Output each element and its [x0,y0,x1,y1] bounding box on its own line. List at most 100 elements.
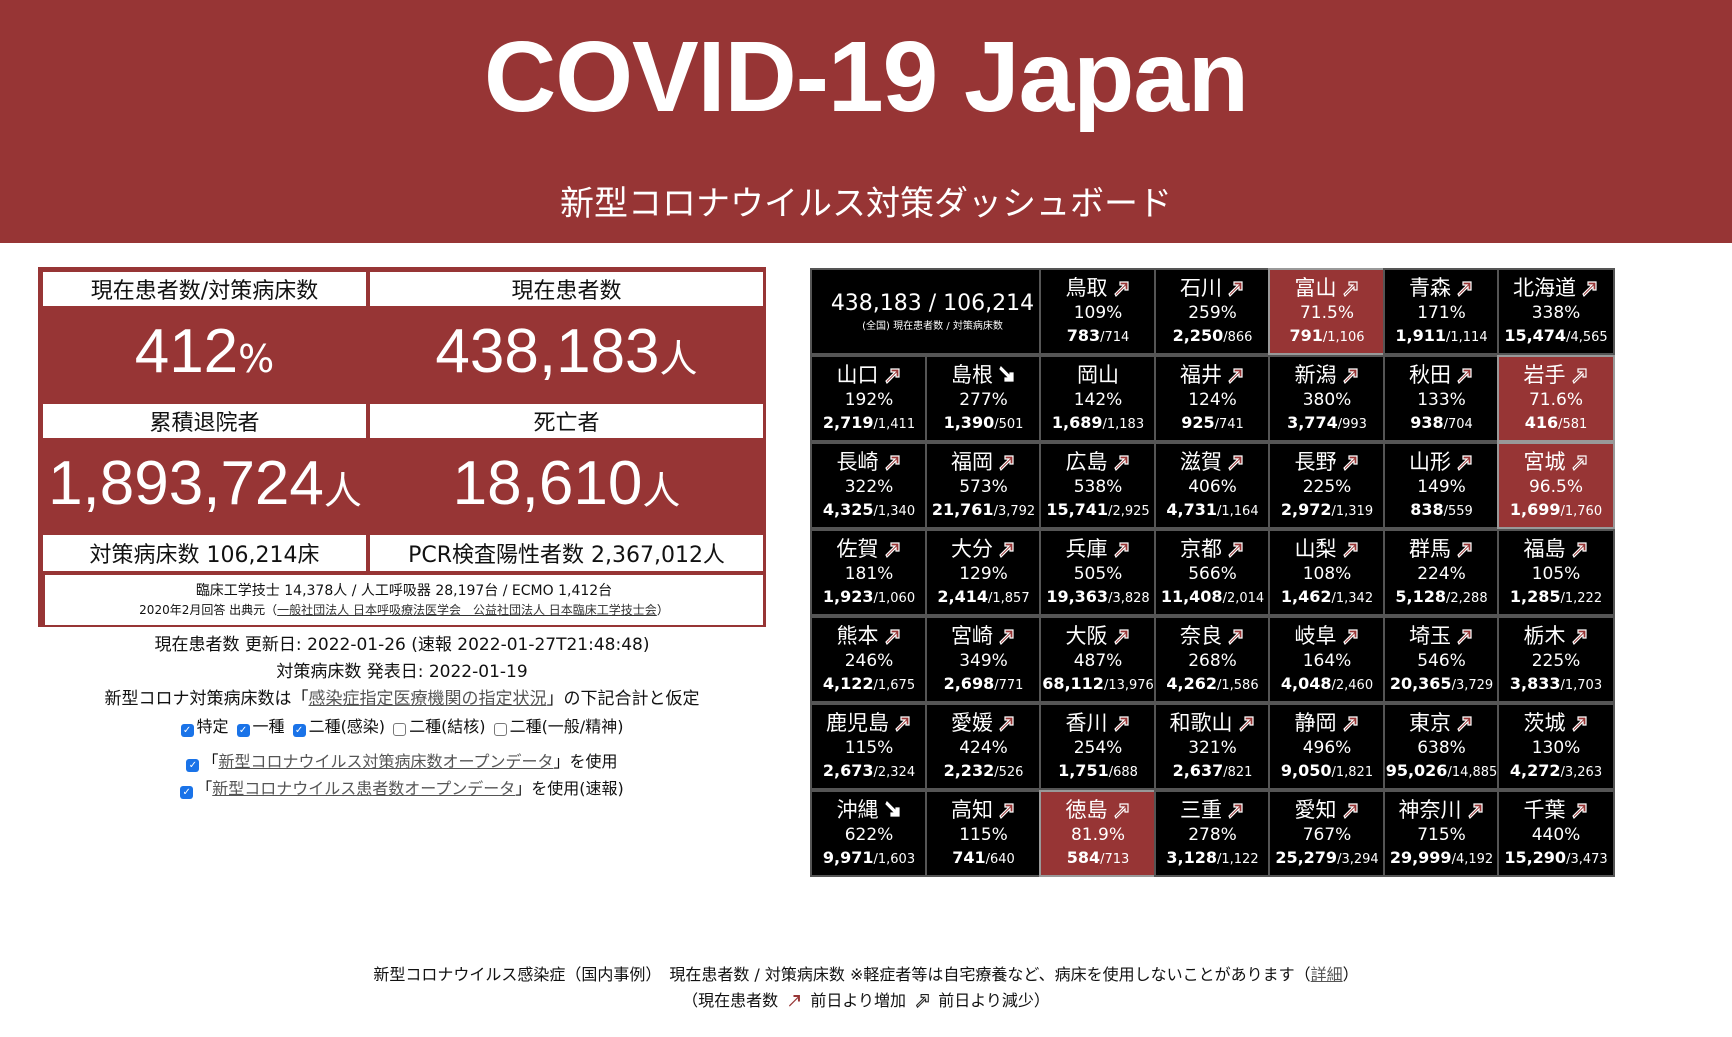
bed-capacity: /993 [1337,417,1367,432]
prefecture-tile[interactable]: 広島 538% 15,741/2,925 [1039,442,1157,529]
patients-over-beds: 4,048/2,460 [1270,673,1384,697]
beds-opendata-link[interactable]: 新型コロナウイルス対策病床数オープンデータ [218,752,554,771]
checkbox[interactable]: ✓ [493,723,507,736]
occupancy-percent: 259% [1188,303,1237,323]
patients-value: 438,183人 [435,317,698,386]
prefecture-tile[interactable]: 大分 129% 2,414/1,857 [924,529,1043,616]
prefecture-tile[interactable]: 長野 225% 2,972/1,319 [1268,442,1386,529]
source-link[interactable]: 一般社団法人 日本呼吸療法医学会 公益社団法人 日本臨床工学技士会 [277,603,657,617]
occupancy-percent: 129% [959,564,1008,584]
prefecture-tile[interactable]: 和歌山 321% 2,637/821 [1153,703,1272,790]
prefecture-tile[interactable]: 群馬 224% 5,128/2,288 [1382,529,1501,616]
prefecture-tile[interactable]: 千葉 440% 15,290/3,473 [1497,790,1615,877]
prefecture-tile[interactable]: 茨城 130% 4,272/3,263 [1497,703,1615,790]
current-patients: 783 [1066,326,1101,345]
prefecture-tile[interactable]: 山口 192% 2,719/1,411 [810,355,928,442]
current-patients: 791 [1289,326,1323,345]
bed-capacity: /2,925 [1108,504,1150,519]
bed-type-option[interactable]: ✓ 特定 [180,717,229,737]
prefecture-tile[interactable]: 島根 277% 1,390/501 [924,355,1043,442]
prefecture-tile[interactable]: 奈良 268% 4,262/1,586 [1153,616,1272,703]
patients-over-beds: 2,637/821 [1156,760,1270,784]
prefecture-tile[interactable]: 栃木 225% 3,833/1,703 [1497,616,1615,703]
prefecture-tile[interactable]: 佐賀 181% 1,923/1,060 [810,529,928,616]
prefecture-tile[interactable]: 長崎 322% 4,325/1,340 [810,442,928,529]
prefecture-tile[interactable]: 鹿児島 115% 2,673/2,324 [810,703,928,790]
patients-opendata-link[interactable]: 新型コロナウイルス患者数オープンデータ [212,779,516,798]
national-total-tile[interactable]: 438,183 / 106,214 (全国) 現在患者数 / 対策病床数 [810,268,1055,355]
occupancy-percent: 505% [1073,564,1123,584]
site-header: COVID-19 Japan 新型コロナウイルス対策ダッシュボード [0,0,1732,243]
prefecture-tile[interactable]: 岡山 142% 1,689/1,183 [1039,355,1157,442]
patients-over-beds: 584/713 [1041,847,1155,871]
prefecture-name-row: 福井 [1156,362,1270,388]
current-patients: 1,699 [1509,500,1561,519]
prefecture-tile[interactable]: 高知 115% 741/640 [924,790,1043,877]
details-link[interactable]: 詳細 [1310,965,1343,984]
prefecture-tile[interactable]: 神奈川 715% 29,999/4,192 [1382,790,1501,877]
bed-type-option[interactable]: ✓ 二種(感染) [292,717,385,737]
prefecture-tile[interactable]: 岩手 71.6% 416/581 [1497,355,1615,442]
designated-hospitals-link[interactable]: 感染症指定医療機関の指定状況 [308,689,547,709]
occupancy-percent: 767% [1302,825,1352,845]
prefecture-tile[interactable]: 愛知 767% 25,279/3,294 [1268,790,1386,877]
prefecture-name-row: 山梨 [1270,536,1384,562]
prefecture-tile[interactable]: 宮崎 349% 2,698/771 [924,616,1043,703]
current-patients: 20,365 [1389,674,1452,693]
prefecture-tile[interactable]: 青森 171% 1,911/1,114 [1382,268,1501,355]
checkbox[interactable]: ✓ [186,759,200,772]
occupancy-percent: 546% [1417,651,1466,671]
prefecture-name-row: 徳島 [1041,797,1155,823]
option-label: 特定 [196,717,229,736]
bed-type-option[interactable]: ✓二種(結核) [393,717,486,736]
occupancy-percent: 254% [1073,738,1123,758]
use-patients-opendata[interactable]: ✓ 「新型コロナウイルス患者数オープンデータ」を使用(速報) [38,775,766,802]
prefecture-tile[interactable]: 福島 105% 1,285/1,222 [1497,529,1615,616]
prefecture-tile[interactable]: 三重 278% 3,128/1,122 [1153,790,1272,877]
prefecture-tile[interactable]: 福井 124% 925/741 [1153,355,1272,442]
current-patients: 2,972 [1280,500,1332,519]
occupancy-percent: 566% [1188,564,1237,584]
occupancy-percent: 149% [1417,477,1466,497]
bed-type-option[interactable]: ✓ 一種 [236,717,285,737]
prefecture-tile[interactable]: 山形 149% 838/559 [1382,442,1501,529]
checkbox[interactable]: ✓ [180,786,194,799]
prefecture-tile[interactable]: 沖縄 622% 9,971/1,603 [810,790,928,877]
prefecture-tile[interactable]: 福岡 573% 21,761/3,792 [924,442,1043,529]
bed-type-option[interactable]: ✓二種(一般/精神) [493,717,623,736]
trend-up-arrow-icon [1342,803,1358,820]
prefecture-tile[interactable]: 埼玉 546% 20,365/3,729 [1382,616,1501,703]
prefecture-tile[interactable]: 富山 71.5% 791/1,106 [1268,268,1386,355]
trend-up-arrow-icon [1342,629,1358,646]
patients-over-beds: 15,474/4,565 [1499,325,1613,349]
checkbox[interactable]: ✓ [292,724,306,737]
prefecture-tile[interactable]: 愛媛 424% 2,232/526 [924,703,1043,790]
prefecture-tile[interactable]: 香川 254% 1,751/688 [1039,703,1157,790]
prefecture-tile[interactable]: 静岡 496% 9,050/1,821 [1268,703,1386,790]
prefecture-tile[interactable]: 熊本 246% 4,122/1,675 [810,616,928,703]
checkbox[interactable]: ✓ [180,724,194,737]
prefecture-name-row: 福島 [1499,536,1613,562]
checkbox[interactable]: ✓ [236,724,250,737]
prefecture-tile[interactable]: 宮城 96.5% 1,699/1,760 [1497,442,1615,529]
trend-up-arrow-icon [1228,542,1243,559]
prefecture-tile[interactable]: 徳島 81.9% 584/713 [1039,790,1157,877]
prefecture-tile[interactable]: 大阪 487% 68,112/13,976 [1039,616,1157,703]
prefecture-tile[interactable]: 北海道 338% 15,474/4,565 [1497,268,1615,355]
prefecture-tile[interactable]: 石川 259% 2,250/866 [1153,268,1272,355]
checkbox[interactable]: ✓ [393,723,407,736]
prefecture-tile[interactable]: 兵庫 505% 19,363/3,828 [1039,529,1157,616]
use-beds-opendata[interactable]: ✓ 「新型コロナウイルス対策病床数オープンデータ」を使用 [38,748,766,775]
prefecture-tile[interactable]: 鳥取 109% 783/714 [1039,268,1157,355]
prefecture-tile[interactable]: 京都 566% 11,408/2,014 [1153,529,1272,616]
occupancy-percent: 349% [959,651,1008,671]
prefecture-tile[interactable]: 滋賀 406% 4,731/1,164 [1153,442,1272,529]
prefecture-tile[interactable]: 秋田 133% 938/704 [1382,355,1501,442]
prefecture-tile[interactable]: 東京 638% 95,026/14,885 [1382,703,1501,790]
prefecture-name: 宮崎 [951,624,993,648]
prefecture-tile[interactable]: 岐阜 164% 4,048/2,460 [1268,616,1386,703]
prefecture-name-row: 福岡 [927,449,1041,475]
bed-capacity: /3,294 [1337,852,1379,867]
prefecture-tile[interactable]: 山梨 108% 1,462/1,342 [1268,529,1386,616]
prefecture-tile[interactable]: 新潟 380% 3,774/993 [1268,355,1386,442]
